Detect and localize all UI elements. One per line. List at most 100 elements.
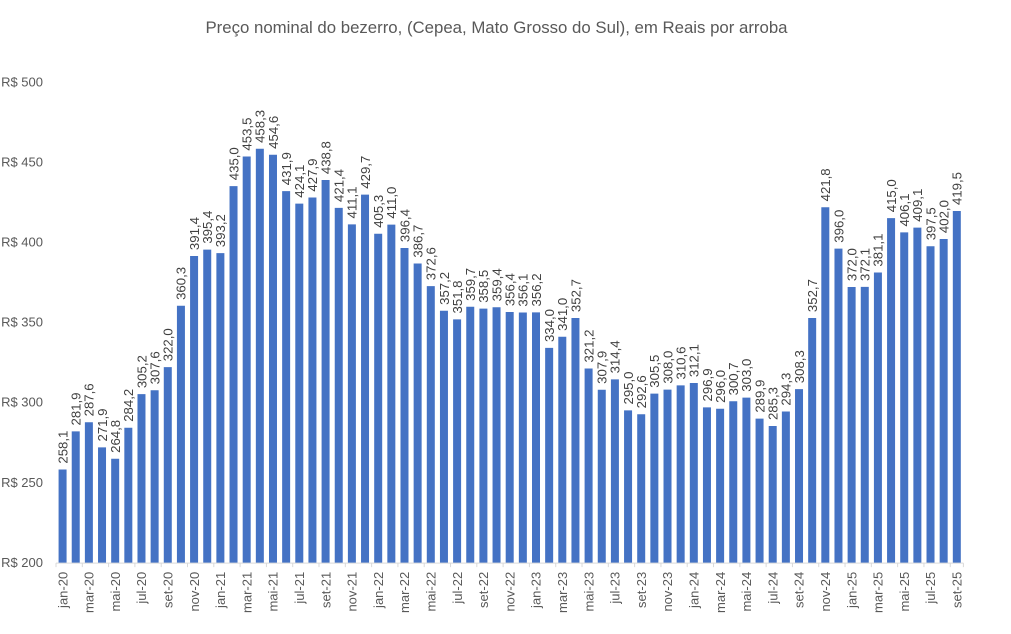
svg-text:356,1: 356,1 <box>516 274 531 307</box>
svg-text:mar-22: mar-22 <box>397 572 412 613</box>
svg-text:303,0: 303,0 <box>739 359 754 392</box>
svg-text:396,4: 396,4 <box>397 209 412 242</box>
svg-text:mar-20: mar-20 <box>82 572 97 613</box>
svg-text:mar-23: mar-23 <box>555 572 570 613</box>
svg-text:set-20: set-20 <box>160 572 175 608</box>
svg-text:R$ 250: R$ 250 <box>1 475 43 490</box>
svg-text:jan-22: jan-22 <box>371 572 386 609</box>
svg-text:415,0: 415,0 <box>884 179 899 212</box>
svg-text:mar-25: mar-25 <box>871 572 886 613</box>
svg-text:set-25: set-25 <box>950 572 965 608</box>
svg-text:292,6: 292,6 <box>634 375 649 408</box>
svg-text:jul-21: jul-21 <box>292 572 307 605</box>
svg-text:264,8: 264,8 <box>108 420 123 453</box>
svg-text:set-22: set-22 <box>476 572 491 608</box>
svg-text:jul-24: jul-24 <box>765 572 780 605</box>
svg-text:R$ 350: R$ 350 <box>1 315 43 330</box>
svg-text:381,1: 381,1 <box>871 234 886 267</box>
svg-text:set-24: set-24 <box>792 572 807 608</box>
svg-text:359,4: 359,4 <box>489 268 504 301</box>
svg-text:295,0: 295,0 <box>621 371 636 404</box>
svg-text:nov-23: nov-23 <box>660 572 675 612</box>
svg-text:289,9: 289,9 <box>752 380 767 413</box>
svg-text:429,7: 429,7 <box>358 156 373 189</box>
svg-text:set-21: set-21 <box>318 572 333 608</box>
svg-text:jan-25: jan-25 <box>844 572 859 609</box>
svg-text:mar-24: mar-24 <box>713 572 728 613</box>
svg-text:281,9: 281,9 <box>69 392 84 425</box>
svg-text:421,8: 421,8 <box>818 168 833 201</box>
svg-text:314,4: 314,4 <box>608 340 623 373</box>
svg-text:391,4: 391,4 <box>187 217 202 250</box>
svg-text:352,7: 352,7 <box>805 279 820 312</box>
svg-text:285,3: 285,3 <box>766 387 781 420</box>
svg-text:351,8: 351,8 <box>450 281 465 314</box>
svg-text:372,0: 372,0 <box>844 248 859 281</box>
svg-text:R$ 450: R$ 450 <box>1 154 43 169</box>
svg-text:296,9: 296,9 <box>700 368 715 401</box>
svg-text:405,3: 405,3 <box>371 195 386 228</box>
svg-text:359,7: 359,7 <box>463 268 478 301</box>
svg-text:421,4: 421,4 <box>332 169 347 202</box>
svg-text:356,2: 356,2 <box>529 273 544 306</box>
svg-text:357,2: 357,2 <box>437 272 452 305</box>
svg-text:258,1: 258,1 <box>55 431 70 464</box>
svg-text:nov-21: nov-21 <box>345 572 360 612</box>
svg-text:R$ 500: R$ 500 <box>1 74 43 89</box>
svg-text:308,0: 308,0 <box>660 351 675 384</box>
svg-text:396,0: 396,0 <box>831 210 846 243</box>
svg-text:312,1: 312,1 <box>687 344 702 377</box>
svg-text:284,2: 284,2 <box>121 389 136 422</box>
svg-text:mai-20: mai-20 <box>108 572 123 612</box>
svg-text:jul-22: jul-22 <box>450 572 465 605</box>
svg-text:300,7: 300,7 <box>726 362 741 395</box>
svg-text:393,2: 393,2 <box>213 214 228 247</box>
svg-text:jan-24: jan-24 <box>687 572 702 609</box>
svg-text:mai-22: mai-22 <box>424 572 439 612</box>
svg-text:nov-22: nov-22 <box>502 572 517 612</box>
svg-text:305,2: 305,2 <box>134 355 149 388</box>
svg-text:458,3: 458,3 <box>253 110 268 143</box>
svg-text:352,7: 352,7 <box>568 279 583 312</box>
svg-text:322,0: 322,0 <box>161 328 176 361</box>
svg-text:set-23: set-23 <box>634 572 649 608</box>
svg-text:Preço nominal do bezerro, (Cep: Preço nominal do bezerro, (Cepea, Mato G… <box>205 18 788 37</box>
svg-text:372,1: 372,1 <box>858 248 873 281</box>
svg-text:406,1: 406,1 <box>897 194 912 227</box>
svg-text:jan-23: jan-23 <box>529 572 544 609</box>
svg-text:424,1: 424,1 <box>292 165 307 198</box>
svg-text:jul-20: jul-20 <box>134 572 149 605</box>
svg-text:356,4: 356,4 <box>503 273 518 306</box>
svg-text:mai-25: mai-25 <box>897 572 912 612</box>
svg-text:mai-24: mai-24 <box>739 572 754 612</box>
svg-text:431,9: 431,9 <box>279 152 294 185</box>
svg-text:395,4: 395,4 <box>200 211 215 244</box>
svg-text:nov-24: nov-24 <box>818 572 833 612</box>
svg-text:321,2: 321,2 <box>581 330 596 363</box>
svg-text:419,5: 419,5 <box>950 172 965 205</box>
svg-text:296,0: 296,0 <box>713 370 728 403</box>
svg-text:427,9: 427,9 <box>305 159 320 192</box>
svg-text:411,1: 411,1 <box>345 186 360 218</box>
svg-text:411,0: 411,0 <box>384 187 399 219</box>
svg-text:409,1: 409,1 <box>910 189 925 222</box>
svg-text:jul-25: jul-25 <box>923 572 938 605</box>
svg-text:341,0: 341,0 <box>555 298 570 331</box>
svg-text:435,0: 435,0 <box>226 147 241 180</box>
svg-text:307,6: 307,6 <box>147 351 162 384</box>
svg-text:294,3: 294,3 <box>779 373 794 406</box>
svg-text:334,0: 334,0 <box>542 309 557 342</box>
svg-text:402,0: 402,0 <box>936 200 951 233</box>
svg-text:R$ 400: R$ 400 <box>1 235 43 250</box>
svg-text:386,7: 386,7 <box>410 225 425 258</box>
svg-text:jan-20: jan-20 <box>55 572 70 609</box>
svg-text:438,8: 438,8 <box>318 141 333 174</box>
svg-text:310,6: 310,6 <box>673 347 688 380</box>
svg-text:jan-21: jan-21 <box>213 572 228 609</box>
svg-text:372,6: 372,6 <box>424 247 439 280</box>
svg-text:360,3: 360,3 <box>174 267 189 300</box>
svg-text:mai-21: mai-21 <box>266 572 281 612</box>
svg-text:287,6: 287,6 <box>82 383 97 416</box>
svg-text:jul-23: jul-23 <box>608 572 623 605</box>
svg-text:454,6: 454,6 <box>266 116 281 149</box>
